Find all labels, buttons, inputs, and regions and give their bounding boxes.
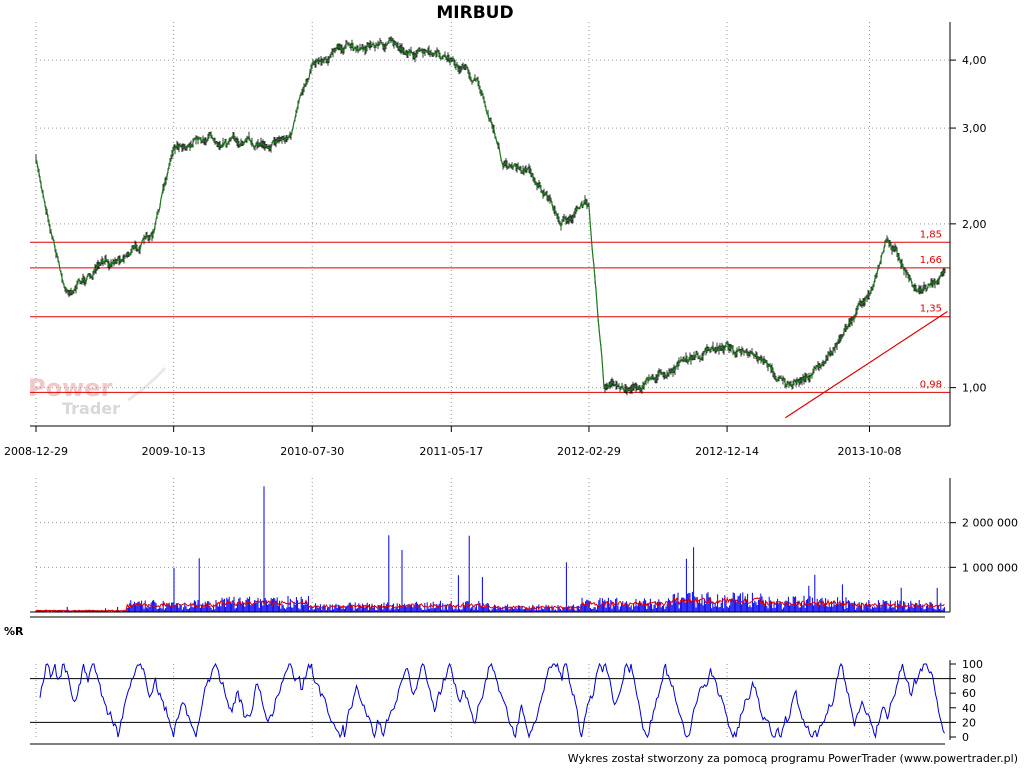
volume-y-tick-label: 2 000 000 bbox=[962, 517, 1018, 530]
watermark-power: Power bbox=[28, 374, 113, 402]
price-x-tick-label: 2009-10-13 bbox=[142, 445, 206, 458]
price-axis: 1,00 2,00 3,00 4,00 bbox=[30, 22, 987, 427]
trendline bbox=[785, 311, 948, 419]
volume-bars-path bbox=[35, 486, 945, 612]
oscillator-y-tick-label: 80 bbox=[962, 673, 976, 686]
price-x-tick-label: 2012-02-29 bbox=[557, 445, 621, 458]
volume-grid: 1 000 000 2 000 000 bbox=[35, 478, 1018, 612]
watermark-trader: Trader bbox=[62, 399, 120, 418]
level-label: 1,85 bbox=[920, 229, 942, 240]
oscillator-y-tick-label: 40 bbox=[962, 702, 976, 715]
price-y-tick-label: 2,00 bbox=[962, 218, 987, 231]
volume-bars bbox=[35, 486, 945, 612]
oscillator-y-tick-label: 0 bbox=[962, 731, 969, 744]
price-x-ticks: 2008-12-29 2009-10-13 2010-07-30 2011-05-17… bbox=[4, 426, 901, 458]
chart-title: MIRBUD bbox=[436, 3, 513, 23]
oscillator-y-tick-label: 100 bbox=[962, 658, 983, 671]
oscillator-label: %R bbox=[4, 625, 24, 638]
watermark-swoosh bbox=[127, 367, 167, 402]
oscillator-y-tick-label: 60 bbox=[962, 687, 976, 700]
oscillator-series bbox=[39, 662, 945, 739]
level-label: 1,66 bbox=[920, 255, 942, 266]
price-x-tick-label: 2011-05-17 bbox=[419, 445, 483, 458]
level-label: 1,35 bbox=[920, 304, 942, 315]
volume-panel: 1 000 000 2 000 000 bbox=[30, 478, 1018, 618]
price-grid bbox=[35, 22, 950, 426]
level-label: 0,98 bbox=[920, 379, 942, 390]
price-x-tick-label: 2008-12-29 bbox=[4, 445, 68, 458]
price-x-tick-label: 2010-07-30 bbox=[280, 445, 344, 458]
price-series bbox=[35, 36, 946, 396]
price-x-tick-label: 2012-12-14 bbox=[695, 445, 759, 458]
price-x-tick-label: 2013-10-08 bbox=[838, 445, 902, 458]
price-levels: 1,85 1,66 1,35 0,98 bbox=[30, 229, 950, 419]
price-panel: Power Trader MIRBUD 1,85 1,66 1,35 0,98 1,0… bbox=[4, 3, 986, 458]
price-y-tick-label: 3,00 bbox=[962, 122, 987, 135]
price-line bbox=[35, 38, 946, 393]
oscillator-y-tick-label: 20 bbox=[962, 716, 976, 729]
volume-average-line bbox=[35, 596, 945, 612]
oscillator-line bbox=[39, 662, 945, 739]
volume-y-tick-label: 1 000 000 bbox=[962, 561, 1018, 574]
footer-credit: Wykres został stworzony za pomocą progra… bbox=[568, 752, 1018, 765]
price-y-tick-label: 1,00 bbox=[962, 382, 987, 395]
price-ranges bbox=[35, 36, 946, 396]
price-y-tick-label: 4,00 bbox=[962, 54, 987, 67]
